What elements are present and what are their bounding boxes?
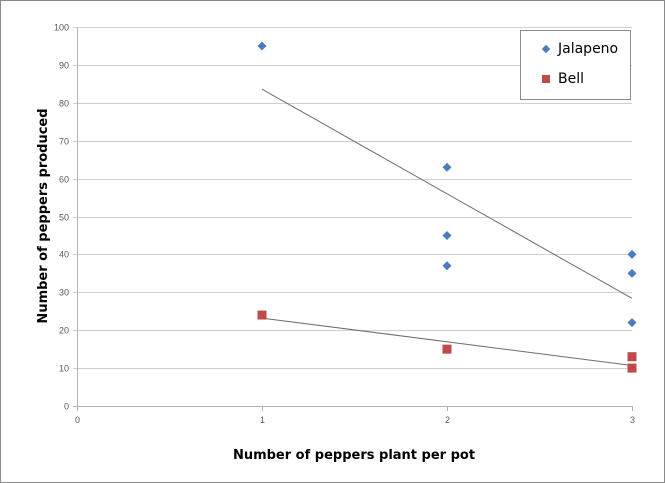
x-tick-label: 3: [630, 415, 635, 425]
x-tick-label: 0: [75, 415, 80, 425]
data-point-bell: [627, 352, 637, 362]
x-tick-label: 1: [260, 415, 265, 425]
diamond-marker-icon: [541, 44, 551, 54]
y-tick-label: 10: [59, 364, 69, 374]
trendline-jalapeno: [261, 88, 633, 299]
y-tick-label: 60: [59, 175, 69, 185]
trendline-bell: [261, 317, 633, 366]
data-point-bell: [257, 310, 267, 320]
data-point-jalapeno: [627, 318, 637, 328]
y-tick-label: 70: [59, 137, 69, 147]
y-tick-label: 30: [59, 288, 69, 298]
y-tick-label: 80: [59, 99, 69, 109]
y-tick-label: 50: [59, 213, 69, 223]
legend-label: Bell: [558, 71, 584, 87]
y-tick-label: 100: [54, 23, 69, 33]
legend-item-bell: Bell: [521, 71, 584, 87]
data-point-bell: [627, 363, 637, 373]
y-tick-label: 90: [59, 61, 69, 71]
data-point-jalapeno: [442, 230, 452, 240]
data-point-jalapeno: [627, 249, 637, 259]
y-tick-label: 20: [59, 326, 69, 336]
y-axis-title: Number of peppers produced: [36, 108, 51, 323]
data-point-jalapeno: [257, 41, 267, 51]
y-tick-label: 0: [64, 402, 69, 412]
x-tick-label: 2: [445, 415, 450, 425]
data-point-jalapeno: [442, 261, 452, 271]
data-point-jalapeno: [442, 162, 452, 172]
legend-label: Jalapeno: [558, 41, 619, 57]
square-marker-icon: [542, 75, 550, 83]
data-point-jalapeno: [627, 268, 637, 278]
x-axis-title: Number of peppers plant per pot: [233, 448, 475, 463]
legend-item-jalapeno: Jalapeno: [521, 41, 618, 57]
legend: Jalapeno Bell: [520, 30, 631, 100]
y-tick-label: 40: [59, 250, 69, 260]
data-point-bell: [442, 344, 452, 354]
